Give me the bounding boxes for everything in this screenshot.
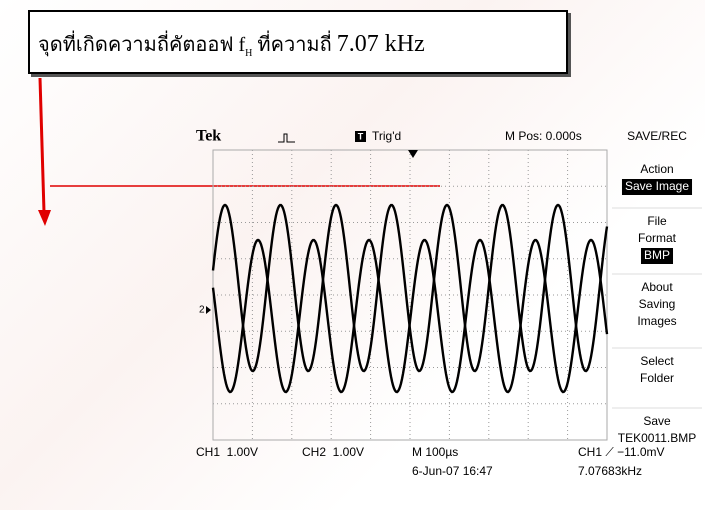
menu-label: Saving xyxy=(639,297,676,311)
brand: Tek xyxy=(196,128,221,145)
menu-label: Format xyxy=(638,231,677,245)
menu-value: BMP xyxy=(644,248,670,262)
menu-label: Select xyxy=(640,354,674,368)
menu-value: Save Image xyxy=(625,179,689,193)
channel-marker: 2 xyxy=(199,305,205,316)
menu-label: Images xyxy=(637,314,676,328)
trigger-status: Trig'd xyxy=(372,129,401,143)
date: 6-Jun-07 16:47 xyxy=(412,464,493,478)
oscilloscope: Tek T Trig'd M Pos: 0.000s SAVE/REC 2 Ac… xyxy=(0,0,705,510)
trigger-level: CH1 ⟋ −11.0mV xyxy=(578,445,665,459)
menu-label: Save xyxy=(643,414,671,428)
acq-icon xyxy=(278,134,295,142)
ch2-scale: CH2 1.00V xyxy=(302,445,364,459)
menu-label: File xyxy=(647,214,667,228)
frequency: 7.07683kHz xyxy=(578,464,642,478)
menu-value: TEK0011.BMP xyxy=(618,431,696,445)
menu-title: SAVE/REC xyxy=(627,129,687,143)
trig-icon: T xyxy=(358,131,364,141)
red-arrow xyxy=(40,78,44,212)
ch1-scale: CH1 1.00V xyxy=(196,445,258,459)
page: จุดที่เกิดความถี่คัตออฟ fH ที่ความถี่ 7.… xyxy=(0,0,705,510)
arrow-head xyxy=(38,210,51,226)
position: M Pos: 0.000s xyxy=(505,129,582,143)
menu-label: Folder xyxy=(640,371,674,385)
menu-label: Action xyxy=(640,162,673,176)
menu: Action Save Image File Format BMP About Saving… xyxy=(612,162,702,445)
menu-label: About xyxy=(641,280,673,294)
channel-arrow xyxy=(206,306,211,314)
timebase: M 100µs xyxy=(412,445,458,459)
